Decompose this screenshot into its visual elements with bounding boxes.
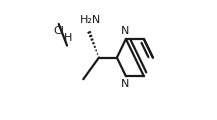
Text: N: N (121, 79, 130, 89)
Text: N: N (121, 26, 130, 36)
Text: H₂N: H₂N (80, 15, 101, 25)
Text: Cl: Cl (53, 26, 64, 36)
Text: H: H (64, 33, 72, 43)
